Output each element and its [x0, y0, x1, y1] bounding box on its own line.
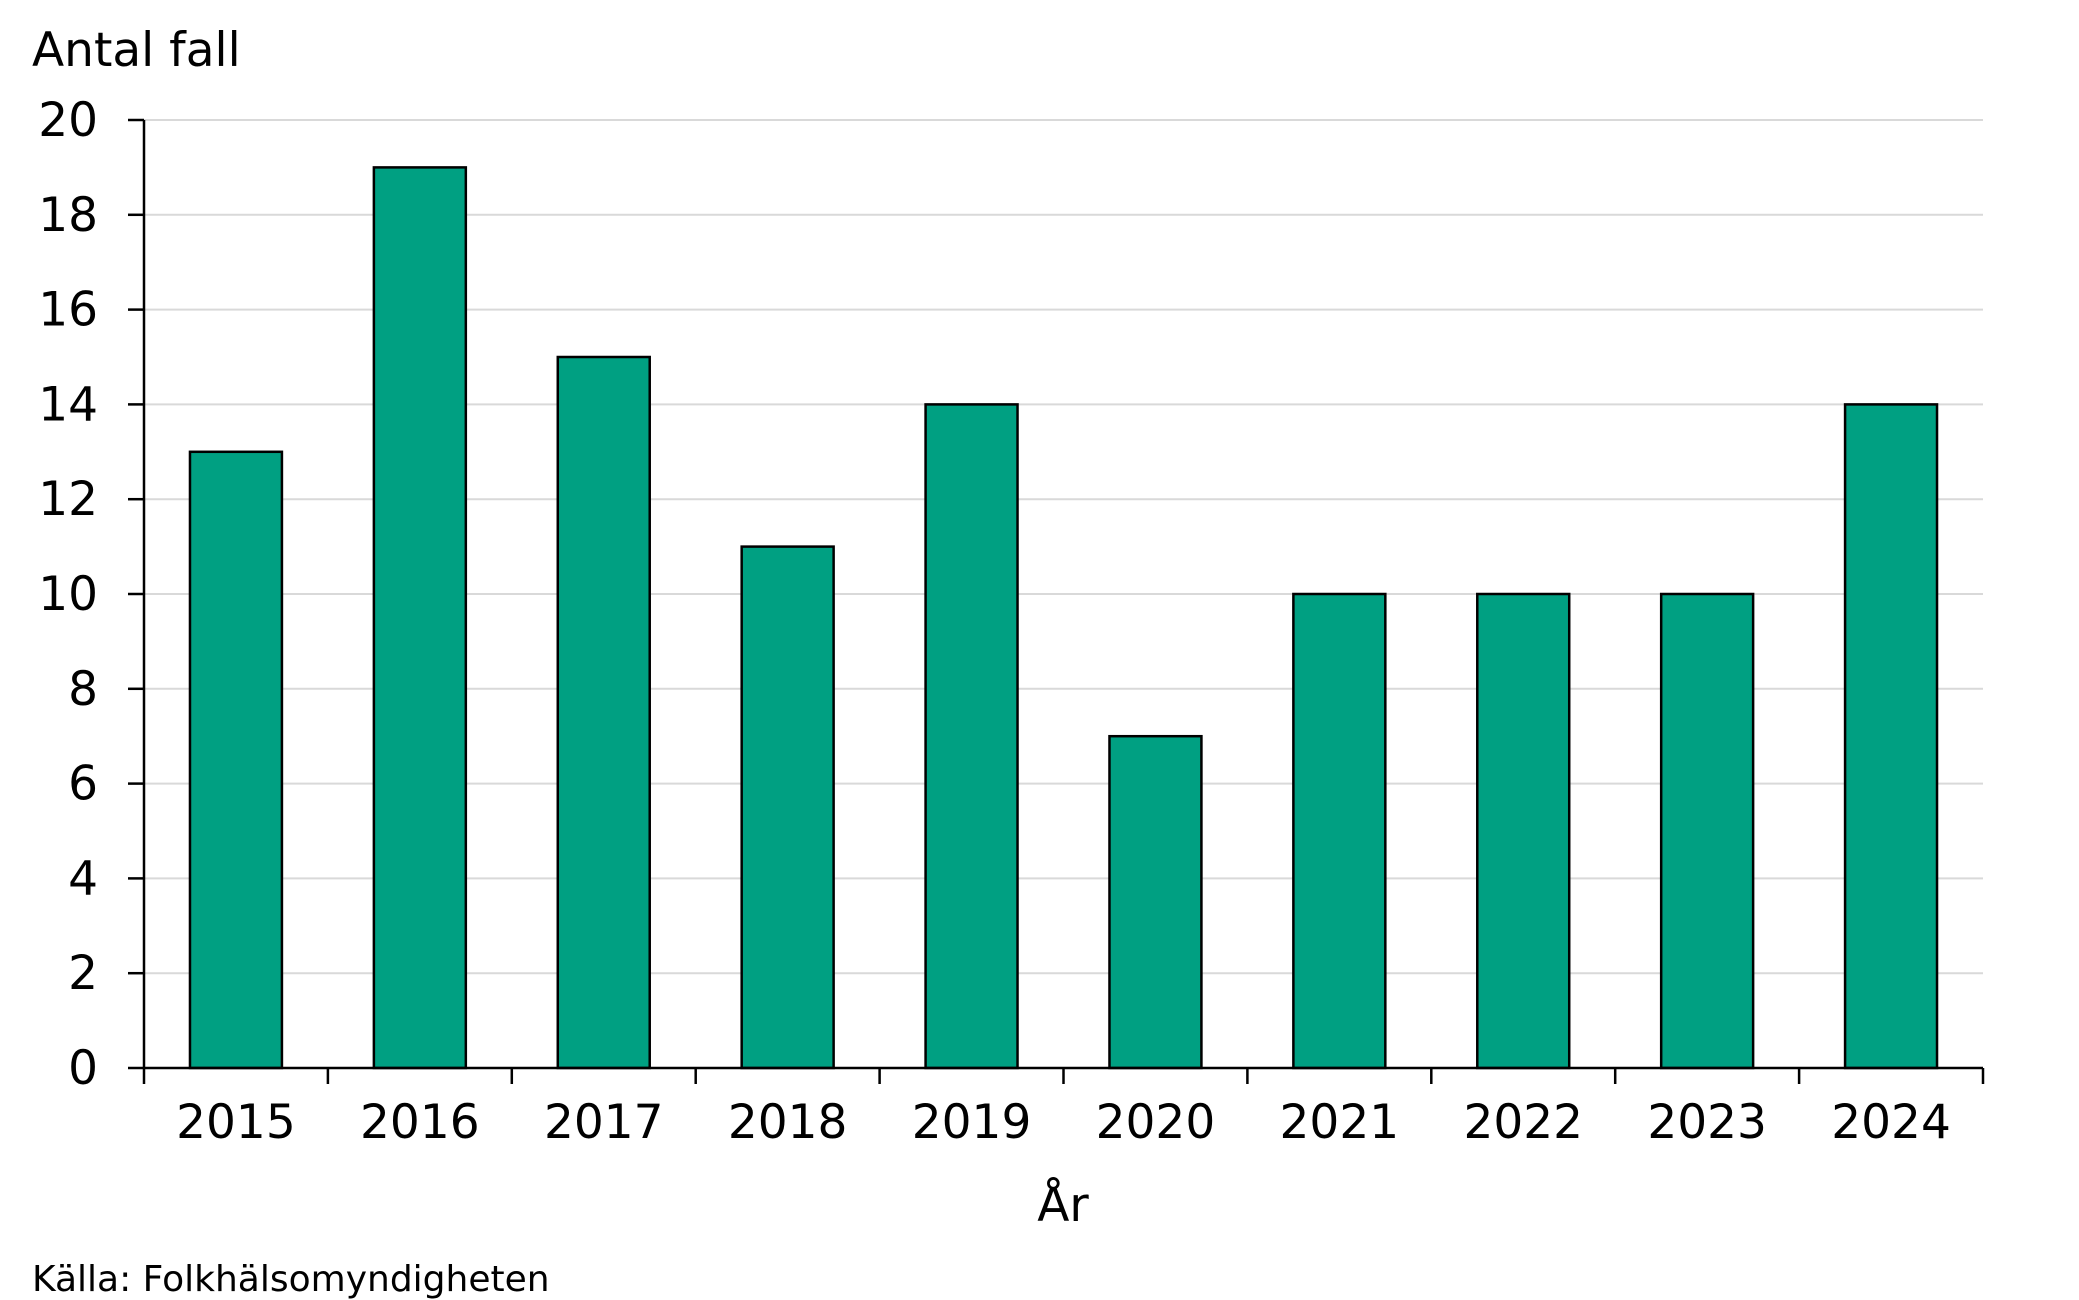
y-tick-label: 18 — [38, 188, 98, 243]
y-tick-label: 2 — [68, 946, 98, 1001]
x-tick-label: 2016 — [360, 1095, 480, 1150]
bar-2022 — [1476, 592, 1571, 1070]
x-tick-label: 2015 — [176, 1095, 296, 1150]
x-tick-label: 2019 — [912, 1095, 1032, 1150]
x-axis-title: År — [1037, 1178, 1089, 1233]
x-tick-label: 2020 — [1096, 1095, 1216, 1150]
x-tick-label: 2018 — [728, 1095, 848, 1150]
bar-2019 — [924, 403, 1019, 1070]
y-axis-title: Antal fall — [32, 23, 241, 78]
axes — [128, 118, 1985, 1084]
y-tick-label: 4 — [68, 851, 98, 906]
x-tick-label: 2022 — [1463, 1095, 1583, 1150]
bar-2016 — [372, 166, 468, 1070]
x-tick-labels: 2015 2016 2017 2018 2019 2020 2021 2022 2023 2024 — [176, 1095, 1951, 1150]
bar-2018 — [740, 545, 835, 1070]
bars — [188, 166, 1939, 1070]
x-tick-label: 2021 — [1280, 1095, 1400, 1150]
y-tick-label: 12 — [38, 472, 98, 527]
y-tick-label: 8 — [68, 662, 98, 717]
y-tick-label: 20 — [38, 93, 98, 148]
bar-2024 — [1843, 403, 1939, 1070]
y-tick-label: 16 — [38, 283, 98, 338]
x-tick-label: 2017 — [544, 1095, 664, 1150]
bar-2023 — [1659, 592, 1755, 1070]
source-note: Källa: Folkhälsomyndigheten — [32, 1259, 550, 1300]
y-tick-label: 10 — [38, 567, 98, 622]
y-tick-label: 0 — [68, 1041, 98, 1096]
y-tick-label: 6 — [68, 757, 98, 812]
x-tick-label: 2024 — [1831, 1095, 1951, 1150]
bar-2017 — [556, 355, 651, 1070]
y-tick-label: 14 — [38, 377, 98, 432]
y-tick-labels: 0 2 4 6 8 10 12 14 16 18 20 — [38, 93, 98, 1096]
bar-2020 — [1108, 734, 1203, 1070]
bar-2015 — [188, 450, 284, 1070]
bar-2021 — [1292, 592, 1387, 1070]
x-tick-label: 2023 — [1647, 1095, 1767, 1150]
